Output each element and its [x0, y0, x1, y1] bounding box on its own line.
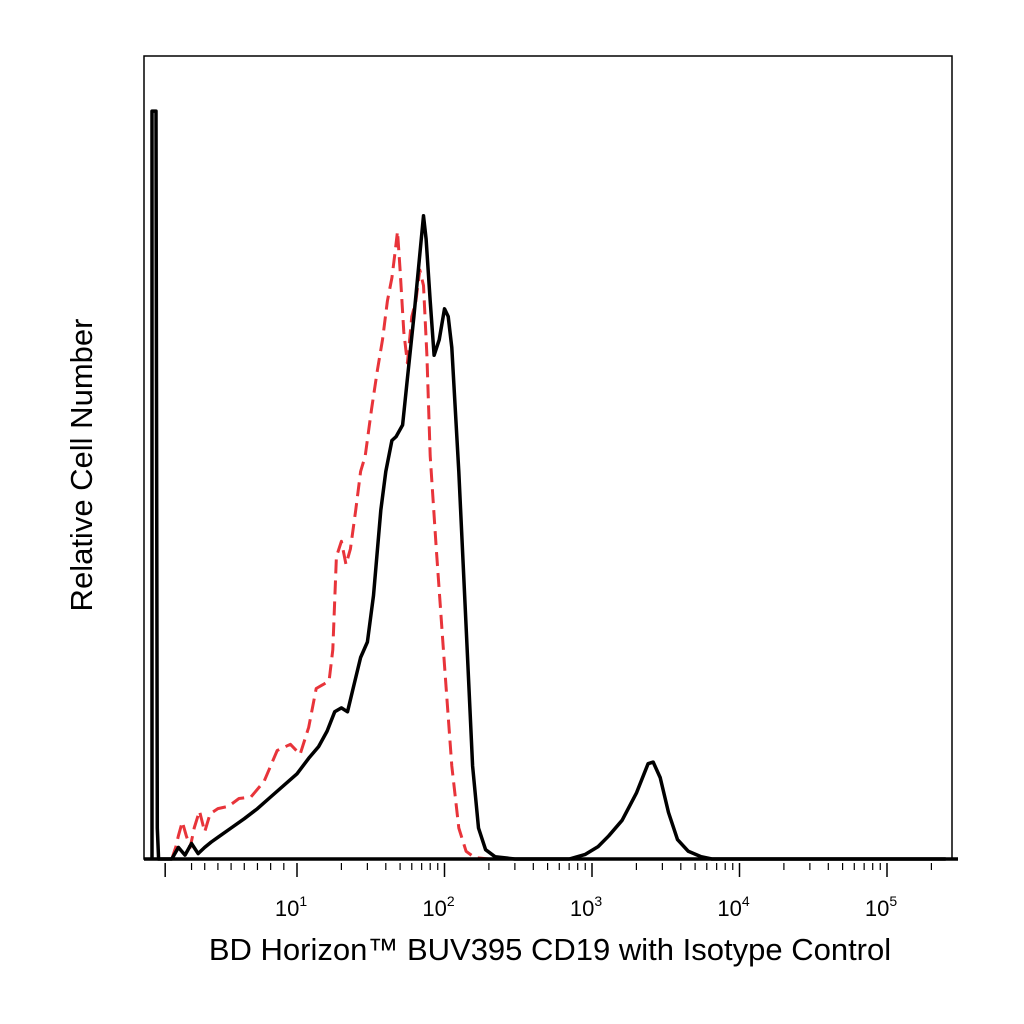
plot-frame — [143, 55, 953, 860]
x-tick-label: 105 — [865, 893, 897, 921]
isotype-control-histogram — [170, 229, 707, 861]
x-axis-ticks — [164, 863, 933, 877]
x-tick-label: 103 — [570, 893, 602, 921]
x-tick-label: 102 — [422, 893, 454, 921]
x-axis-tick-labels: 101 102 103 104 105 — [275, 893, 897, 921]
cd19-histogram — [150, 109, 946, 861]
x-tick-label: 104 — [717, 893, 749, 921]
x-axis-label: BD Horizon™ BUV395 CD19 with Isotype Con… — [209, 932, 891, 967]
x-tick-label: 101 — [275, 893, 307, 921]
y-axis-label: Relative Cell Number — [64, 319, 99, 612]
histogram-series — [150, 109, 946, 861]
